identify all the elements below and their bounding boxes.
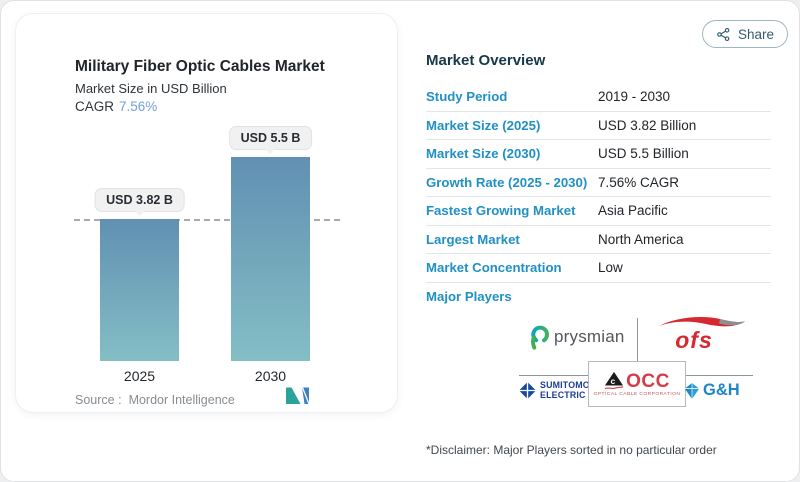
cagr-label: CAGR	[75, 99, 115, 114]
chart-title: Military Fiber Optic Cables Market	[75, 58, 325, 75]
row-label: Study Period	[426, 89, 508, 105]
occ-triangle-icon: c	[604, 371, 624, 390]
gh-wordmark: G&H	[703, 381, 740, 399]
table-row: Largest Market North America	[426, 226, 771, 254]
chart-subtitle: Market Size in USD Billion	[75, 81, 227, 96]
row-value: 7.56% CAGR	[598, 174, 680, 190]
reference-dashed-line	[74, 219, 340, 221]
row-value: 2019 - 2030	[598, 89, 671, 105]
table-row: Growth Rate (2025 - 2030) 7.56% CAGR	[426, 169, 771, 197]
chart-card: Military Fiber Optic Cables Market Marke…	[15, 13, 398, 413]
occ-logo: c OCC OPTICAL CABLE CORPORATION	[588, 361, 686, 407]
row-label: Fastest Growing Market	[426, 203, 576, 219]
table-row: Market Size (2025) USD 3.82 Billion	[426, 112, 771, 140]
row-value: Asia Pacific	[598, 203, 668, 219]
prysmian-loop-icon	[529, 323, 550, 350]
bar-value-tooltip: USD 5.5 B	[228, 126, 313, 150]
ofs-wordmark: ofs	[675, 327, 713, 353]
table-row: Study Period 2019 - 2030	[426, 83, 771, 112]
cagr-value: 7.56%	[119, 99, 158, 114]
table-row: Market Size (2030) USD 5.5 Billion	[426, 140, 771, 169]
bar-group-2025: USD 3.82 B 2025	[94, 188, 185, 384]
x-axis-label-2025: 2025	[123, 368, 156, 384]
share-button-label: Share	[738, 26, 775, 42]
table-row: Fastest Growing Market Asia Pacific	[426, 197, 771, 226]
share-icon	[716, 27, 731, 42]
prysmian-wordmark: prysmian	[554, 326, 625, 346]
occ-wordmark: OCC	[626, 370, 670, 392]
major-players-label: Major Players	[426, 289, 512, 305]
bar-2025[interactable]	[100, 219, 179, 361]
source-attribution: Source : Mordor Intelligence	[75, 393, 235, 407]
row-label: Market Size (2025)	[426, 117, 541, 133]
chart-cagr: CAGR 7.56%	[75, 99, 157, 114]
row-value: North America	[598, 231, 684, 247]
sumitomo-wordmark: SUMITOMO ELECTRIC	[540, 380, 590, 400]
row-value: USD 3.82 Billion	[598, 117, 697, 133]
bar-value-tooltip: USD 3.82 B	[94, 188, 185, 212]
overview-heading: Market Overview	[426, 52, 546, 69]
ofs-logo: ofs	[654, 315, 750, 352]
major-players-logos: prysmian ofs SUMITOMO ELECTRIC	[516, 312, 756, 409]
x-axis-label-2030: 2030	[254, 368, 287, 384]
svg-text:c: c	[611, 376, 616, 386]
disclaimer-text: *Disclaimer: Major Players sorted in no …	[426, 443, 717, 457]
gh-logo: G&H	[684, 381, 740, 400]
mordor-intelligence-logo-icon	[286, 386, 312, 410]
logo-grid-vertical-divider	[637, 318, 639, 363]
row-label: Market Size (2030)	[426, 146, 541, 162]
table-row: Market Concentration Low	[426, 254, 771, 283]
overview-table: Study Period 2019 - 2030 Market Size (20…	[426, 83, 771, 311]
gh-gem-icon	[684, 382, 700, 400]
sumitomo-igeta-icon	[519, 382, 536, 400]
share-button[interactable]: Share	[702, 20, 789, 48]
occ-caption: OPTICAL CABLE CORPORATION	[593, 392, 681, 398]
row-label: Market Concentration	[426, 260, 562, 276]
ofs-swoosh-icon	[658, 315, 746, 331]
bar-2030[interactable]	[231, 157, 310, 361]
row-value: Low	[598, 260, 623, 276]
source-value: Mordor Intelligence	[128, 393, 235, 407]
sumitomo-electric-logo: SUMITOMO ELECTRIC	[519, 380, 590, 400]
source-label: Source :	[75, 393, 122, 407]
bar-group-2030: USD 5.5 B 2030	[228, 126, 313, 384]
prysmian-logo: prysmian	[529, 323, 625, 350]
row-label: Growth Rate (2025 - 2030)	[426, 174, 588, 190]
row-label: Largest Market	[426, 231, 520, 247]
row-value: USD 5.5 Billion	[598, 146, 689, 162]
